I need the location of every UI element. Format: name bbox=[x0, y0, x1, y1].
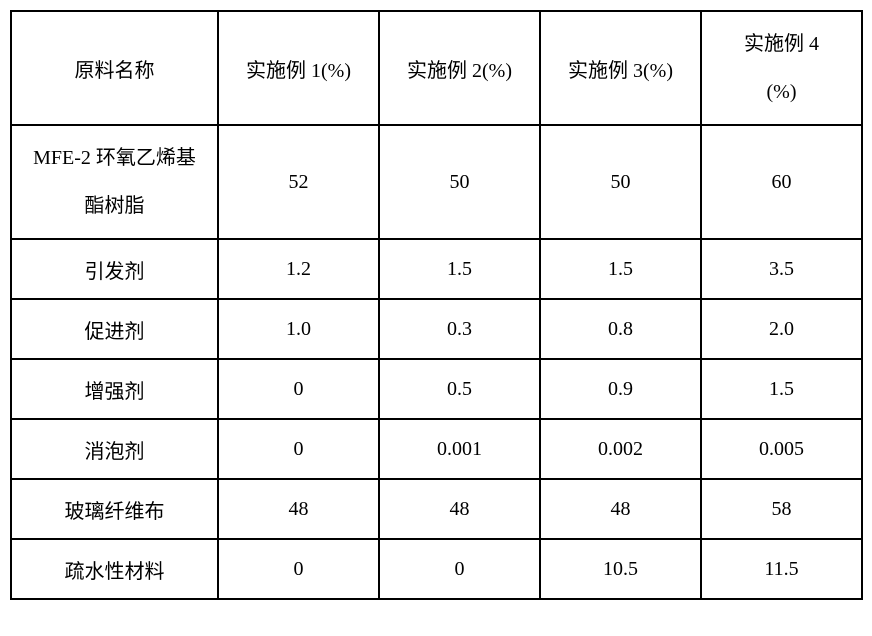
header-label: 实施例 3(%) bbox=[568, 60, 673, 82]
cell-value: 1.5 bbox=[540, 239, 701, 299]
table-row: 促进剂 1.0 0.3 0.8 2.0 bbox=[11, 299, 862, 359]
cell-value: 50 bbox=[379, 125, 540, 239]
cell-value: 1.5 bbox=[379, 239, 540, 299]
cell-value: 11.5 bbox=[701, 539, 862, 599]
cell-value: 60 bbox=[701, 125, 862, 239]
cell-value: 48 bbox=[379, 479, 540, 539]
cell-value: 58 bbox=[701, 479, 862, 539]
cell-material-name: 疏水性材料 bbox=[11, 539, 218, 599]
cell-value: 0 bbox=[218, 419, 379, 479]
cell-value: 52 bbox=[218, 125, 379, 239]
table-body: MFE-2 环氧乙烯基 酯树脂 52 50 50 60 引发剂 1.2 1.5 … bbox=[11, 125, 862, 599]
cell-value: 0.5 bbox=[379, 359, 540, 419]
cell-value: 0.002 bbox=[540, 419, 701, 479]
header-label-line2: (%) bbox=[767, 81, 797, 103]
cell-material-name: 消泡剂 bbox=[11, 419, 218, 479]
cell-material-name: 促进剂 bbox=[11, 299, 218, 359]
composition-table: 原料名称 实施例 1(%) 实施例 2(%) 实施例 3(%) 实施例 4 (%… bbox=[10, 10, 863, 600]
composition-table-container: 原料名称 实施例 1(%) 实施例 2(%) 实施例 3(%) 实施例 4 (%… bbox=[10, 10, 862, 600]
header-label: 实施例 1(%) bbox=[246, 60, 351, 82]
header-material-name: 原料名称 bbox=[11, 11, 218, 125]
cell-value: 2.0 bbox=[701, 299, 862, 359]
cell-value: 10.5 bbox=[540, 539, 701, 599]
cell-value: 0.9 bbox=[540, 359, 701, 419]
cell-material-name: 增强剂 bbox=[11, 359, 218, 419]
header-example-4: 实施例 4 (%) bbox=[701, 11, 862, 125]
cell-value: 0.8 bbox=[540, 299, 701, 359]
material-name-line1: MFE-2 环氧乙烯基 bbox=[33, 147, 196, 169]
cell-value: 48 bbox=[218, 479, 379, 539]
cell-material-name: MFE-2 环氧乙烯基 酯树脂 bbox=[11, 125, 218, 239]
header-label: 原料名称 bbox=[75, 60, 155, 82]
cell-value: 48 bbox=[540, 479, 701, 539]
table-row: MFE-2 环氧乙烯基 酯树脂 52 50 50 60 bbox=[11, 125, 862, 239]
table-row: 消泡剂 0 0.001 0.002 0.005 bbox=[11, 419, 862, 479]
cell-material-name: 引发剂 bbox=[11, 239, 218, 299]
header-example-2: 实施例 2(%) bbox=[379, 11, 540, 125]
table-row: 增强剂 0 0.5 0.9 1.5 bbox=[11, 359, 862, 419]
cell-value: 0 bbox=[218, 539, 379, 599]
table-row: 疏水性材料 0 0 10.5 11.5 bbox=[11, 539, 862, 599]
table-row: 引发剂 1.2 1.5 1.5 3.5 bbox=[11, 239, 862, 299]
cell-value: 1.0 bbox=[218, 299, 379, 359]
cell-value: 1.5 bbox=[701, 359, 862, 419]
cell-value: 3.5 bbox=[701, 239, 862, 299]
table-row: 玻璃纤维布 48 48 48 58 bbox=[11, 479, 862, 539]
material-name-line2: 酯树脂 bbox=[85, 195, 145, 217]
cell-value: 50 bbox=[540, 125, 701, 239]
table-header-row: 原料名称 实施例 1(%) 实施例 2(%) 实施例 3(%) 实施例 4 (%… bbox=[11, 11, 862, 125]
header-example-3: 实施例 3(%) bbox=[540, 11, 701, 125]
header-example-1: 实施例 1(%) bbox=[218, 11, 379, 125]
cell-value: 0.001 bbox=[379, 419, 540, 479]
cell-value: 0.005 bbox=[701, 419, 862, 479]
cell-value: 0 bbox=[379, 539, 540, 599]
cell-value: 0 bbox=[218, 359, 379, 419]
cell-value: 1.2 bbox=[218, 239, 379, 299]
cell-material-name: 玻璃纤维布 bbox=[11, 479, 218, 539]
header-label-line1: 实施例 4 bbox=[744, 33, 819, 55]
header-label: 实施例 2(%) bbox=[407, 60, 512, 82]
cell-value: 0.3 bbox=[379, 299, 540, 359]
table-header: 原料名称 实施例 1(%) 实施例 2(%) 实施例 3(%) 实施例 4 (%… bbox=[11, 11, 862, 125]
